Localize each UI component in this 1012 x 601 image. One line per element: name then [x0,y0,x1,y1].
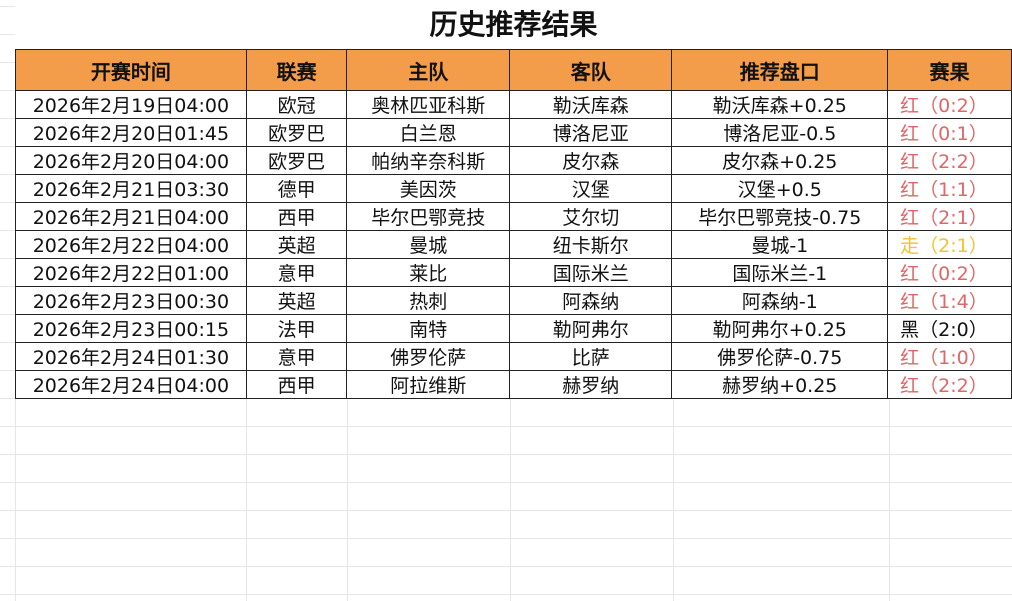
cell-away[interactable]: 博洛尼亚 [509,118,673,147]
header-league[interactable]: 联赛 [245,49,348,91]
cell-time[interactable]: 2026年2月21日03:30 [15,174,247,203]
cell-league[interactable]: 西甲 [245,202,348,231]
cell-away[interactable]: 皮尔森 [509,146,673,175]
header-row: 开赛时间 联赛 主队 客队 推荐盘口 赛果 [15,49,1012,91]
cell-league[interactable]: 欧冠 [245,90,348,119]
cell-pick[interactable]: 国际米兰-1 [671,258,889,287]
results-table: 开赛时间 联赛 主队 客队 推荐盘口 赛果 2026年2月19日04:00 欧冠奥… [15,49,1012,399]
cell-league[interactable]: 法甲 [245,314,348,343]
cell-result[interactable]: 红（1:0） [887,342,1012,371]
table-row: 2026年2月22日01:00 意甲 莱比 国际米兰 国际米兰-1 红（0:2） [15,258,1012,287]
sheet-title: 历史推荐结果 [15,0,1012,49]
cell-league[interactable]: 欧罗巴 [245,146,348,175]
cell-time[interactable]: 2026年2月24日04:00 [15,370,247,399]
cell-time[interactable]: 2026年2月23日00:30 [15,286,247,315]
cell-result[interactable]: 走（2:1） [887,230,1012,259]
cell-pick[interactable]: 皮尔森+0.25 [671,146,889,175]
table-row: 2026年2月21日04:00 西甲 毕尔巴鄂竞技 艾尔切 毕尔巴鄂竞技-0.75 红（2… [15,202,1012,231]
table-row: 2026年2月21日03:30 德甲 美因茨 汉堡 汉堡+0.5 红（1:1） [15,174,1012,203]
cell-time[interactable]: 2026年2月22日01:00 [15,258,247,287]
cell-home[interactable]: 佛罗伦萨 [346,342,511,371]
cell-result[interactable]: 红（1:1） [887,174,1012,203]
cell-home[interactable]: 奥林匹亚科斯 [346,90,511,119]
cell-time[interactable]: 2026年2月19日04:00 [15,90,247,119]
cell-result[interactable]: 红（2:2） [887,146,1012,175]
table-row: 2026年2月20日04:00 欧罗巴 帕纳辛奈科斯 皮尔森 皮尔森+0.25 红（2:2… [15,146,1012,175]
cell-pick[interactable]: 勒阿弗尔+0.25 [671,314,889,343]
cell-pick[interactable]: 阿森纳-1 [671,286,889,315]
cell-league[interactable]: 欧罗巴 [245,118,348,147]
cell-home[interactable]: 热刺 [346,286,511,315]
cell-result[interactable]: 红（0:1） [887,118,1012,147]
table-row: 2026年2月23日00:15 法甲 南特 勒阿弗尔 勒阿弗尔+0.25 黑（2:0） [15,314,1012,343]
cell-home[interactable]: 莱比 [346,258,511,287]
cell-result[interactable]: 红（1:4） [887,286,1012,315]
table-row: 2026年2月23日00:30 英超 热刺 阿森纳 阿森纳-1 红（1:4） [15,286,1012,315]
table-row: 2026年2月19日04:00 欧冠 奥林匹亚科斯 勒沃库森 勒沃库森+0.25 红（0:… [15,90,1012,119]
cell-home[interactable]: 阿拉维斯 [346,370,511,399]
cell-away[interactable]: 艾尔切 [509,202,673,231]
cell-time[interactable]: 2026年2月23日00:15 [15,314,247,343]
cell-time[interactable]: 2026年2月24日01:30 [15,342,247,371]
table-row: 2026年2月20日01:45 欧罗巴 白兰恩 博洛尼亚 博洛尼亚-0.5 红（0:1） [15,118,1012,147]
cell-pick[interactable]: 佛罗伦萨-0.75 [671,342,889,371]
cell-home[interactable]: 毕尔巴鄂竞技 [346,202,511,231]
cell-time[interactable]: 2026年2月20日01:45 [15,118,247,147]
table-row: 2026年2月24日01:30 意甲 佛罗伦萨 比萨 佛罗伦萨-0.75 红（1:0） [15,342,1012,371]
header-pick[interactable]: 推荐盘口 [671,49,889,91]
cell-home[interactable]: 南特 [346,314,511,343]
cell-pick[interactable]: 毕尔巴鄂竞技-0.75 [671,202,889,231]
header-time[interactable]: 开赛时间 [15,49,247,91]
table-row: 2026年2月24日04:00 西甲 阿拉维斯 赫罗纳 赫罗纳+0.25 红（2:2） [15,370,1012,399]
cell-league[interactable]: 西甲 [245,370,348,399]
cell-pick[interactable]: 博洛尼亚-0.5 [671,118,889,147]
cell-league[interactable]: 英超 [245,286,348,315]
cell-away[interactable]: 赫罗纳 [509,370,673,399]
cell-away[interactable]: 阿森纳 [509,286,673,315]
cell-home[interactable]: 白兰恩 [346,118,511,147]
cell-away[interactable]: 汉堡 [509,174,673,203]
cell-league[interactable]: 意甲 [245,258,348,287]
cell-away[interactable]: 勒阿弗尔 [509,314,673,343]
cell-away[interactable]: 比萨 [509,342,673,371]
cell-league[interactable]: 德甲 [245,174,348,203]
cell-pick[interactable]: 曼城-1 [671,230,889,259]
cell-result[interactable]: 红（2:1） [887,202,1012,231]
cell-result[interactable]: 红（2:2） [887,370,1012,399]
cell-time[interactable]: 2026年2月22日04:00 [15,230,247,259]
header-home[interactable]: 主队 [346,49,511,91]
cell-home[interactable]: 曼城 [346,230,511,259]
cell-league[interactable]: 意甲 [245,342,348,371]
cell-result[interactable]: 红（0:2） [887,90,1012,119]
table-row: 2026年2月22日04:00 英超 曼城 纽卡斯尔 曼城-1 走（2:1） [15,230,1012,259]
cell-league[interactable]: 英超 [245,230,348,259]
cell-time[interactable]: 2026年2月21日04:00 [15,202,247,231]
cell-home[interactable]: 帕纳辛奈科斯 [346,146,511,175]
cell-time[interactable]: 2026年2月20日04:00 [15,146,247,175]
cell-result[interactable]: 红（0:2） [887,258,1012,287]
cell-pick[interactable]: 赫罗纳+0.25 [671,370,889,399]
header-result[interactable]: 赛果 [887,49,1012,91]
cell-pick[interactable]: 勒沃库森+0.25 [671,90,889,119]
cell-home[interactable]: 美因茨 [346,174,511,203]
cell-result[interactable]: 黑（2:0） [887,314,1012,343]
cell-away[interactable]: 国际米兰 [509,258,673,287]
cell-away[interactable]: 勒沃库森 [509,90,673,119]
cell-away[interactable]: 纽卡斯尔 [509,230,673,259]
cell-pick[interactable]: 汉堡+0.5 [671,174,889,203]
header-away[interactable]: 客队 [509,49,673,91]
